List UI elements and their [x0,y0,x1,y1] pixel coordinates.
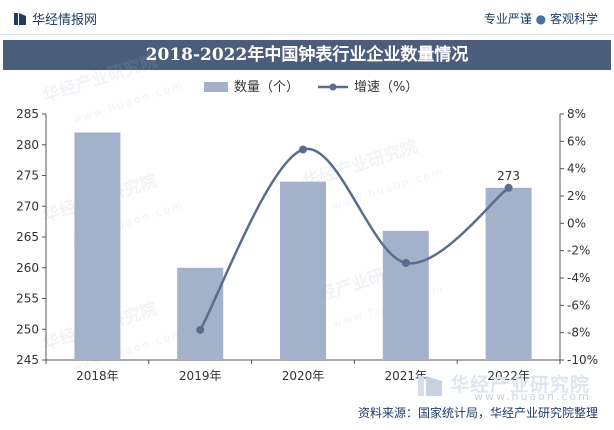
chart-title: 2018-2022年中国钟表行业企业数量情况 [3,40,611,70]
x-tick-label: 2021年 [385,369,428,383]
y-right-tick-label: 8% [567,107,586,121]
y-left-tick-label: 255 [16,292,39,306]
tagline: 专业严谨 ● 客观科学 [484,10,598,27]
y-left-tick-label: 260 [16,261,39,275]
brand-logo-icon [14,13,26,25]
y-left-tick-label: 275 [16,169,39,183]
legend-bar-swatch [204,82,228,92]
line-point [401,258,410,267]
y-right-tick-label: -6% [567,298,590,312]
line-point [504,183,513,192]
tagline-right: 客观科学 [549,12,598,26]
line-point [299,145,307,154]
bar [74,132,121,360]
tagline-left: 专业严谨 [483,12,532,26]
dot-separator-icon: ● [535,12,547,26]
y-left-tick-label: 270 [16,199,39,213]
watermark-badge: 华经产业研究院 www.huaon.com [404,368,604,403]
y-right-tick-label: -10% [567,353,598,367]
legend-item-line[interactable]: 增速（%） [318,80,418,96]
legend-line-swatch [318,83,348,91]
y-right-tick-label: -2% [567,244,590,258]
bar [177,267,224,360]
y-right-tick-label: -8% [567,326,590,340]
chart-legend: 数量（个） 增速（%） [0,80,614,96]
watermark-text: 华经产业研究院 [450,374,591,396]
source-note: 资料来源：国家统计局，华经产业研究院整理 [357,406,598,420]
y-left-tick-label: 245 [16,353,39,367]
brand-name: 华经情报网 [32,13,98,28]
bar [382,230,429,360]
y-right-tick-label: 4% [567,162,586,176]
legend-label: 增速（%） [354,80,419,95]
y-right-tick-label: 0% [567,216,586,230]
bar [485,187,532,360]
y-left-tick-label: 285 [16,107,39,121]
x-tick-label: 2022年 [487,369,530,383]
top-bar: 华经情报网 专业严谨 ● 客观科学 [0,0,614,35]
brand[interactable]: 华经情报网 [14,9,97,28]
y-right-tick-label: 2% [567,189,586,203]
legend-item-bar[interactable]: 数量（个） [204,80,299,96]
x-tick-label: 2018年 [76,369,119,383]
data-label: 273 [497,169,520,183]
y-right-tick-label: 6% [567,134,586,148]
legend-label: 数量（个） [234,80,300,95]
bar [280,181,326,360]
y-left-tick-label: 250 [16,322,39,336]
watermark-url: www.huaon.com [474,390,591,403]
x-tick-label: 2020年 [282,369,325,383]
growth-line [199,147,510,331]
line-point [196,325,205,334]
watermark-logo-icon [418,376,442,396]
y-left-tick-label: 280 [16,138,39,152]
y-right-tick-label: -4% [567,271,590,285]
y-left-tick-label: 265 [16,230,39,244]
x-tick-label: 2019年 [179,369,222,383]
